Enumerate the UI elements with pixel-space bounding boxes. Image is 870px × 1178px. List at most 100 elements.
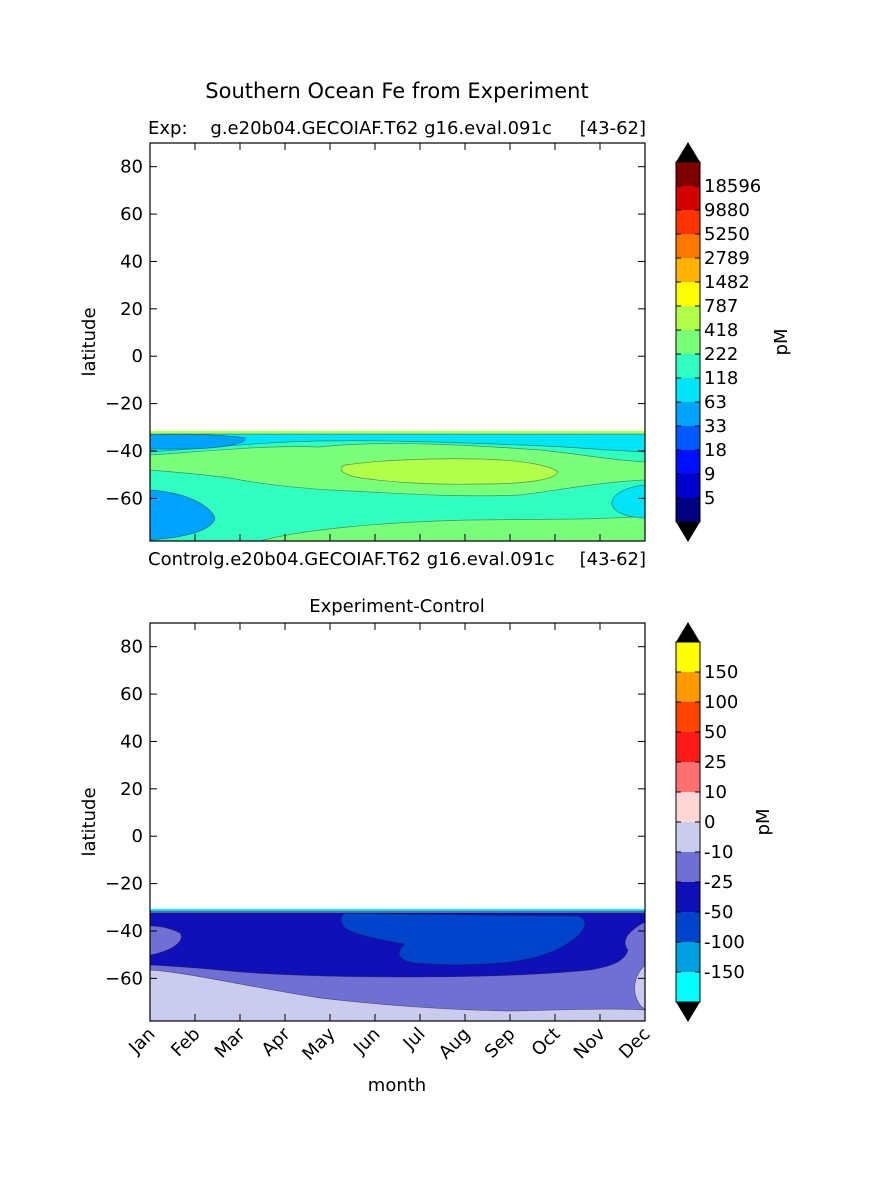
bottom-y-tick-label: 20 xyxy=(120,779,143,800)
top-colorbar-segment xyxy=(676,306,700,330)
top-colorbar-extend-min xyxy=(676,522,700,542)
bottom-x-tick-label: Jan xyxy=(124,1024,159,1059)
top-colorbar-segment xyxy=(676,426,700,450)
top-colorbar-tick-label: 418 xyxy=(704,320,738,341)
top-colorbar-segment xyxy=(676,354,700,378)
top-colorbar-tick-label: 9880 xyxy=(704,200,750,221)
top-colorbar-segment xyxy=(676,474,700,498)
bottom-y-tick-label: 0 xyxy=(132,826,143,847)
bottom-colorbar-segment xyxy=(676,762,700,792)
bottom-colorbar-segment xyxy=(676,822,700,852)
bottom-colorbar-tick-label: -150 xyxy=(704,962,745,983)
bottom-colorbar-segment xyxy=(676,942,700,972)
bottom-y-tick-label: −40 xyxy=(105,921,143,942)
top-y-tick-label: −60 xyxy=(105,488,143,509)
bottom-colorbar-segment xyxy=(676,972,700,1002)
bottom-plot-frame xyxy=(149,622,646,1022)
bottom-y-axis: 80 60 40 20 0 −20 −40 −60 xyxy=(105,637,645,989)
figure-title: Southern Ocean Fe from Experiment xyxy=(205,79,588,103)
bottom-y-tick-label: 60 xyxy=(120,684,143,705)
bottom-x-axis-label: month xyxy=(368,1075,426,1096)
bottom-x-tick-label: Nov xyxy=(570,1023,610,1063)
bottom-y-axis-label: latitude xyxy=(79,787,100,856)
bottom-x-tick-label: Mar xyxy=(211,1023,250,1062)
top-title-left: Exp: g.e20b04.GECOIAF.T62 g16.eval.091c xyxy=(148,118,552,139)
bottom-title-right: [43-62] xyxy=(580,549,646,570)
bottom-colorbar-tick-label: 25 xyxy=(704,752,727,773)
bottom-colorbar-tick-label: 150 xyxy=(704,662,738,683)
bottom-colorbar-tick-label: -50 xyxy=(704,902,733,923)
top-y-tick-label: 40 xyxy=(120,251,143,272)
bottom-title: Experiment-Control xyxy=(309,596,485,617)
bottom-colorbar-label: pM xyxy=(753,809,774,836)
bottom-title-left: Controlg.e20b04.GECOIAF.T62 g16.eval.091… xyxy=(148,549,555,570)
bottom-y-tick-label: −60 xyxy=(105,968,143,989)
top-colorbar-tick-label: 63 xyxy=(704,392,727,413)
top-colorbar-segment xyxy=(676,234,700,258)
top-x-axis xyxy=(149,143,646,541)
bottom-x-tick-label: Jun xyxy=(349,1024,384,1059)
top-colorbar-tick-label: 787 xyxy=(704,296,738,317)
top-colorbar-tick-label: 33 xyxy=(704,416,727,437)
top-colorbar-segment xyxy=(676,210,700,234)
top-y-tick-label: 0 xyxy=(132,346,143,367)
bottom-colorbar-segment xyxy=(676,732,700,762)
top-panel: Exp: g.e20b04.GECOIAF.T62 g16.eval.091c … xyxy=(79,118,792,542)
bottom-x-tick-label: Aug xyxy=(435,1024,475,1064)
bottom-colorbar-segment xyxy=(676,792,700,822)
top-y-axis-label: latitude xyxy=(79,307,100,376)
bottom-x-tick-label: Dec xyxy=(615,1024,654,1063)
top-colorbar-segment xyxy=(676,186,700,210)
bottom-colorbar-tick-label: -10 xyxy=(704,842,733,863)
top-colorbar-tick-label: 222 xyxy=(704,344,738,365)
bottom-colorbar-tick-label: 50 xyxy=(704,722,727,743)
top-y-axis: 80 60 40 20 0 −20 −40 −60 xyxy=(105,157,645,509)
bottom-colorbar-tick-label: -25 xyxy=(704,872,733,893)
top-plot-frame xyxy=(149,142,646,542)
top-colorbar-label: pM xyxy=(771,329,792,356)
bottom-x-tick-label: May xyxy=(298,1023,339,1064)
top-colorbar-tick-label: 5250 xyxy=(704,224,750,245)
top-colorbar-tick-label: 2789 xyxy=(704,248,750,269)
top-y-tick-label: 20 xyxy=(120,299,143,320)
bottom-colorbar-segment xyxy=(676,642,700,672)
top-colorbar-segment xyxy=(676,378,700,402)
top-colorbar-segment xyxy=(676,330,700,354)
top-colorbar-tick-label: 118 xyxy=(704,368,738,389)
top-y-tick-label: 60 xyxy=(120,204,143,225)
top-y-tick-label: 80 xyxy=(120,157,143,178)
top-colorbar: 18596 9880 5250 2789 1482 787 418 222 118 63 33 18 9… xyxy=(675,142,761,542)
top-colorbar-segment xyxy=(676,162,700,186)
top-colorbar-segment xyxy=(676,450,700,474)
bottom-colorbar-segment xyxy=(676,912,700,942)
bottom-y-tick-label: 40 xyxy=(120,731,143,752)
bottom-colorbar-tick-label: 100 xyxy=(704,692,738,713)
bottom-y-tick-label: 80 xyxy=(120,637,143,658)
bottom-colorbar-tick-label: 0 xyxy=(704,812,715,833)
bottom-colorbar-segment xyxy=(676,672,700,702)
top-title-right: [43-62] xyxy=(580,118,646,139)
bottom-colorbar-segment xyxy=(676,882,700,912)
bottom-panel: Experiment-Control 80 60 40 20 0 −20 −40 −60 Ja… xyxy=(79,596,774,1096)
top-colorbar-segment xyxy=(676,402,700,426)
bottom-colorbar-extend-max xyxy=(676,622,700,642)
bottom-x-tick-label: Oct xyxy=(528,1024,565,1061)
bottom-colorbar-tick-label: 10 xyxy=(704,782,727,803)
top-colorbar-tick-label: 5 xyxy=(704,488,715,509)
bottom-x-tick-label: Feb xyxy=(167,1024,204,1061)
top-y-tick-label: −40 xyxy=(105,441,143,462)
bottom-colorbar-segment xyxy=(676,852,700,882)
top-colorbar-tick-label: 9 xyxy=(704,464,715,485)
bottom-x-tick-label: Apr xyxy=(258,1023,295,1060)
top-plot-area xyxy=(149,142,646,542)
top-colorbar-tick-label: 1482 xyxy=(704,272,750,293)
bottom-x-tick-label: Jul xyxy=(399,1024,430,1055)
top-colorbar-segment xyxy=(676,258,700,282)
bottom-colorbar-extend-min xyxy=(676,1002,700,1022)
top-colorbar-extend-max xyxy=(676,142,700,162)
top-colorbar-segment xyxy=(676,282,700,306)
top-colorbar-frame xyxy=(675,161,701,523)
bottom-colorbar-segment xyxy=(676,702,700,732)
